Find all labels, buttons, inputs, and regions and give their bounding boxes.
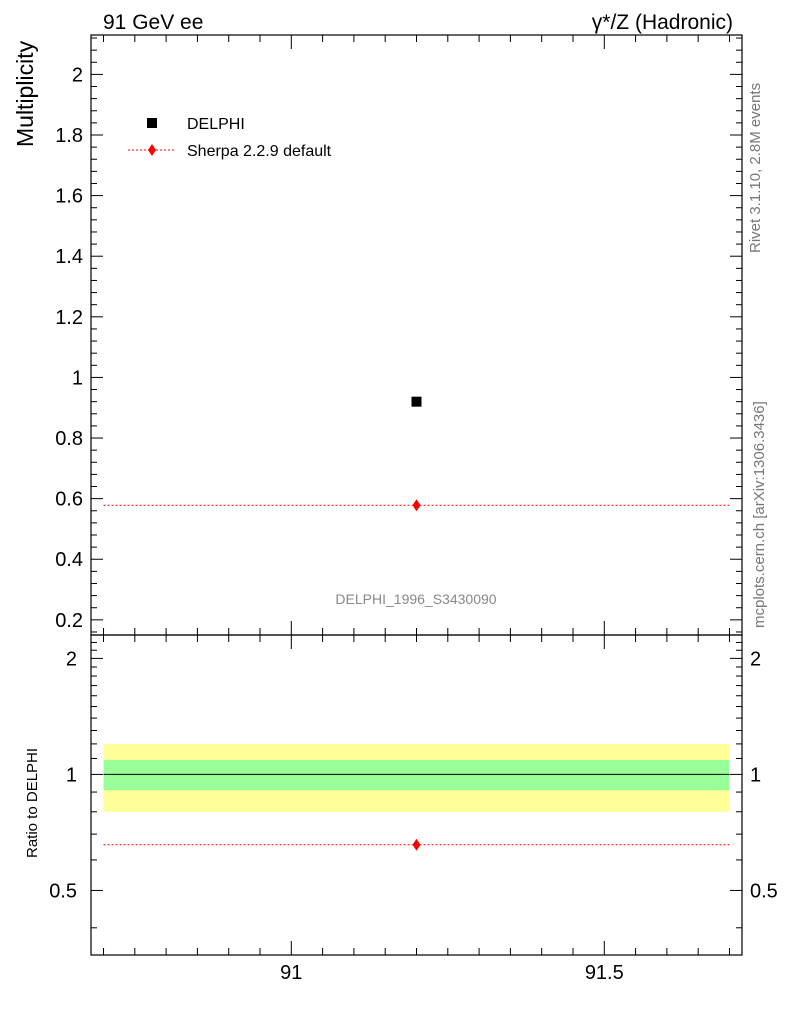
mcplots-label: mcplots.cern.ch [arXiv:1306.3436] (751, 401, 768, 628)
main-ytick-label: 1.2 (55, 307, 83, 329)
main-marks (103, 396, 730, 512)
main-x-ticks (103, 35, 730, 635)
analysis-watermark: DELPHI_1996_S3430090 (335, 591, 496, 607)
ratio-ytick-label: 0.5 (49, 880, 77, 902)
sherpa-point (412, 499, 421, 512)
ratio-y-axis-label: Ratio to DELPHI (24, 748, 41, 858)
ratio-marks (103, 838, 730, 851)
main-ytick-label: 1.8 (55, 125, 83, 147)
ratio-ytick-label-right: 0.5 (750, 880, 778, 902)
ratio-frame (90, 634, 743, 956)
legend: DELPHI Sherpa 2.2.9 default (128, 116, 332, 160)
ratio-ytick-label: 2 (66, 648, 77, 670)
legend-marker-delphi (147, 118, 157, 128)
main-y-ticks: 0.2 0.4 0.6 0.8 1 1.2 1.4 1.6 1.8 2 (55, 37, 742, 633)
band-inner (103, 759, 730, 791)
legend-label-delphi: DELPHI (187, 116, 245, 133)
main-panel: Multiplicity 0.20.40.60.811.21.41.61.82 … (12, 34, 743, 636)
rivet-version-label: Rivet 3.1.10, 2.8M events (747, 83, 764, 253)
legend-label-sherpa: Sherpa 2.2.9 default (187, 143, 332, 160)
ratio-uncertainty-bands (103, 743, 730, 812)
main-ytick-label: 0.6 (55, 489, 83, 511)
xtick-label: 91 (280, 962, 302, 984)
main-ytick-label: 1.4 (55, 246, 83, 268)
legend-marker-sherpa (148, 144, 156, 156)
main-y-axis-label: Multiplicity (12, 40, 38, 147)
ratio-ytick-label: 1 (66, 764, 77, 786)
main-ytick-label: 0.8 (55, 428, 83, 450)
header-right: γ*/Z (Hadronic) (592, 11, 733, 34)
main-ytick-label: 1.6 (55, 186, 83, 208)
ratio-x-ticks: 91 91.5 (103, 635, 730, 984)
ratio-ytick-label-right: 1 (750, 764, 761, 786)
delphi-point (411, 396, 422, 407)
xtick-label: 91.5 (585, 962, 624, 984)
ratio-y-ticks: 0.5 0.5 1 1 2 2 (49, 641, 778, 929)
header-left: 91 GeV ee (103, 11, 203, 34)
main-ytick-label: 2 (72, 64, 83, 86)
ratio-ytick-label-right: 2 (750, 648, 761, 670)
ratio-panel: Ratio to DELPHI 0.5 0.5 1 1 2 2 91 91.5 (24, 634, 778, 984)
main-ytick-label: 1 (72, 367, 83, 389)
sherpa-ratio-point (412, 838, 421, 851)
main-ytick-label: 0.4 (55, 549, 83, 571)
main-ytick-label: 0.2 (55, 610, 83, 632)
